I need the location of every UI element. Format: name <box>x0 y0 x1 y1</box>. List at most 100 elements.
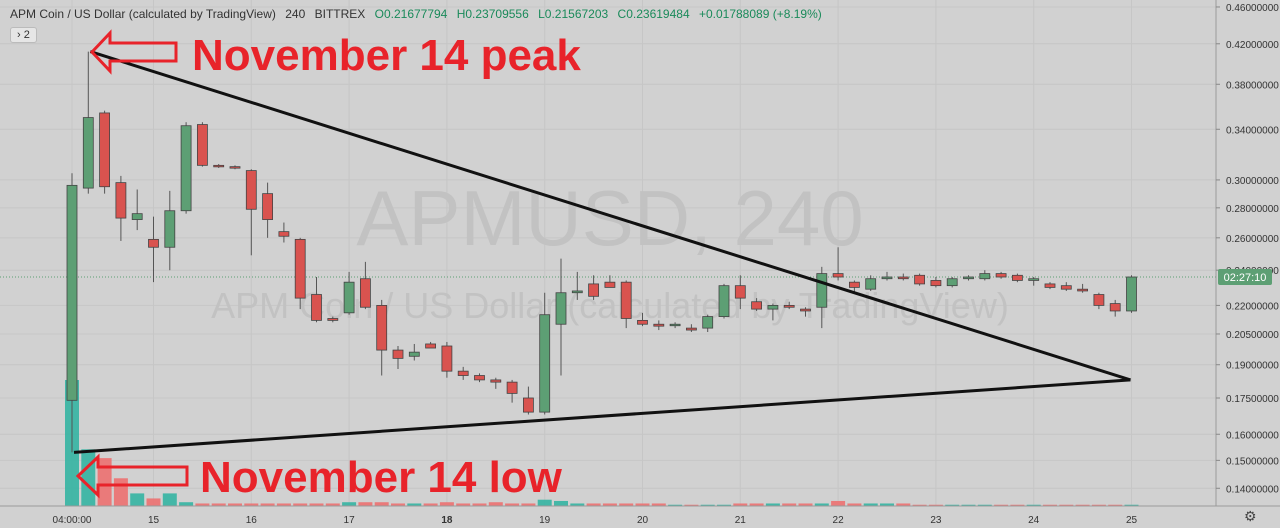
gear-icon[interactable]: ⚙ <box>1244 508 1257 524</box>
volume-bar <box>472 503 487 506</box>
candle-body <box>571 290 583 294</box>
candle-body <box>653 323 665 327</box>
arrow-left-icon <box>75 453 189 499</box>
volume-bar <box>847 503 862 506</box>
volume-bar <box>293 503 308 506</box>
watermark-title: APMUSD, 240 <box>356 174 863 262</box>
candle-body <box>832 273 844 278</box>
symbol-name[interactable]: APM Coin / US Dollar (calculated by Trad… <box>10 7 276 21</box>
candle-body <box>523 397 534 413</box>
volume-bar <box>619 503 634 506</box>
volume-bar <box>195 503 210 506</box>
volume-bar <box>211 503 226 506</box>
candle-body <box>245 170 257 210</box>
candle-body <box>392 349 404 359</box>
volume-bar <box>276 503 291 506</box>
candle-body <box>816 273 828 308</box>
volume-bar <box>554 500 568 506</box>
volume-bar <box>374 502 389 506</box>
candle-body <box>1093 294 1105 306</box>
volume-bar <box>439 502 454 506</box>
x-tick-label: 04:00:00 <box>53 515 92 526</box>
volume-bar <box>521 503 536 506</box>
y-tick-label: 0.16000000 <box>1226 430 1279 441</box>
volume-bar <box>342 502 357 506</box>
candle-body <box>164 210 176 248</box>
candle-body <box>963 276 974 280</box>
x-tick-label: 24 <box>1028 515 1040 526</box>
exchange: BITTREX <box>314 7 366 21</box>
candle-body <box>294 238 306 299</box>
x-tick-label: 21 <box>735 515 747 526</box>
y-tick-label: 0.15000000 <box>1226 456 1279 467</box>
candle-body <box>881 276 893 280</box>
volume-bar <box>1059 504 1074 506</box>
x-tick-label: 18 <box>441 515 453 526</box>
trendlines <box>73 50 1131 454</box>
y-tick-label: 0.26000000 <box>1226 234 1279 245</box>
volume-bar <box>228 503 242 506</box>
candle-body <box>311 294 322 321</box>
change-value: +0.01788089 (+8.19%) <box>698 7 822 21</box>
volume-bar <box>260 503 275 506</box>
y-tick-label: 0.17500000 <box>1226 394 1279 405</box>
candle-body <box>425 343 437 349</box>
volume-bar <box>1091 504 1106 506</box>
volume-bar <box>113 478 128 506</box>
candle-body <box>1109 303 1121 312</box>
y-tick-label: 0.19000000 <box>1226 361 1279 372</box>
volume-bar <box>651 503 666 506</box>
high-value: H0.23709556 <box>456 7 529 21</box>
volume-bar <box>325 503 340 506</box>
candle-body <box>995 273 1007 278</box>
volume-bar <box>961 504 976 506</box>
volume-bar <box>782 503 797 506</box>
interval[interactable]: 240 <box>285 7 306 21</box>
candle-body <box>930 280 942 287</box>
candle-body <box>979 273 991 280</box>
time-axis[interactable]: 04:00:00 15 16 17 18 19 20 21 22 23 24 25 <box>53 515 1138 526</box>
volume-bar <box>814 503 829 506</box>
candle-body <box>1126 276 1137 312</box>
volume-bar <box>309 503 324 506</box>
volume-bar <box>488 502 503 506</box>
candle-body <box>637 319 648 325</box>
volume-bar <box>81 449 96 506</box>
volume-bar <box>831 500 846 506</box>
arrow-left-icon <box>89 29 178 75</box>
y-tick-label: 0.30000000 <box>1226 176 1279 187</box>
volume-bar <box>570 503 585 506</box>
volume-bar <box>1026 504 1041 506</box>
candle-body <box>588 283 599 297</box>
candle-body <box>196 124 208 166</box>
volume-bar <box>130 493 145 506</box>
volume-bar <box>1075 504 1090 506</box>
volume-bar <box>977 504 992 506</box>
volume-bar <box>717 504 731 506</box>
volume-bar <box>358 502 373 506</box>
candle-body <box>408 351 420 357</box>
candle-body <box>946 278 958 287</box>
x-tick-label: 15 <box>148 515 160 526</box>
candle-body <box>441 345 453 372</box>
candle-body <box>213 164 225 168</box>
low-value: L0.21567203 <box>538 7 609 21</box>
candle-body <box>180 125 192 212</box>
volume-bar <box>684 504 699 506</box>
candle-body <box>66 184 78 401</box>
indicator-toggle-button[interactable]: › 2 <box>10 27 37 43</box>
candle-body <box>914 274 925 285</box>
x-tick-label: 17 <box>344 515 356 526</box>
price-axis[interactable]: 0.46000000 0.42000000 0.38000000 0.34000000… <box>1216 3 1279 495</box>
candle-body <box>229 166 241 169</box>
candles <box>66 51 1137 453</box>
close-value: C0.23619484 <box>617 7 690 21</box>
volume-bar <box>423 503 438 506</box>
volume-bar <box>733 503 748 506</box>
candle-body <box>359 278 371 308</box>
open-value: O0.21677794 <box>374 7 448 21</box>
volume-bar <box>1010 504 1025 506</box>
volume-bar <box>407 503 422 506</box>
